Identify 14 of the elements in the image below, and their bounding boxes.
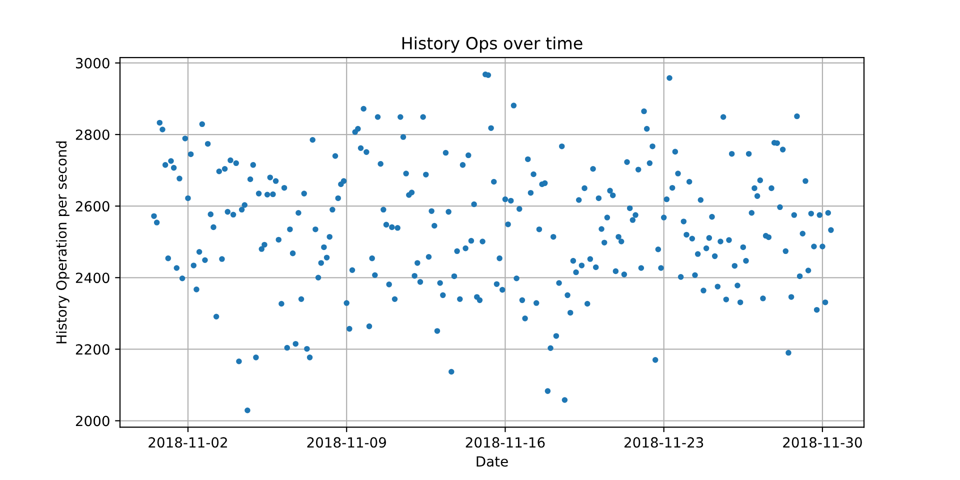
x-tick-label: 2018-11-23 bbox=[624, 437, 704, 448]
y-tick-label: 2000 bbox=[76, 416, 110, 426]
x-axis-title: Date bbox=[476, 456, 508, 467]
x-tick-label: 2018-11-16 bbox=[466, 437, 545, 448]
x-tick-label: 2018-11-09 bbox=[307, 437, 386, 448]
y-tick-label: 2800 bbox=[76, 129, 110, 140]
y-tick-label: 2600 bbox=[76, 201, 110, 212]
x-tick-label: 2018-11-30 bbox=[783, 437, 862, 448]
y-tick-label: 2400 bbox=[76, 272, 110, 284]
x-tick-label: 2018-11-02 bbox=[148, 437, 227, 448]
chart-title: History Ops over time bbox=[402, 36, 582, 53]
y-axis-title: History Operation per second bbox=[56, 141, 70, 344]
y-tick-label: 3000 bbox=[76, 58, 110, 68]
y-tick-label: 2200 bbox=[76, 344, 110, 355]
